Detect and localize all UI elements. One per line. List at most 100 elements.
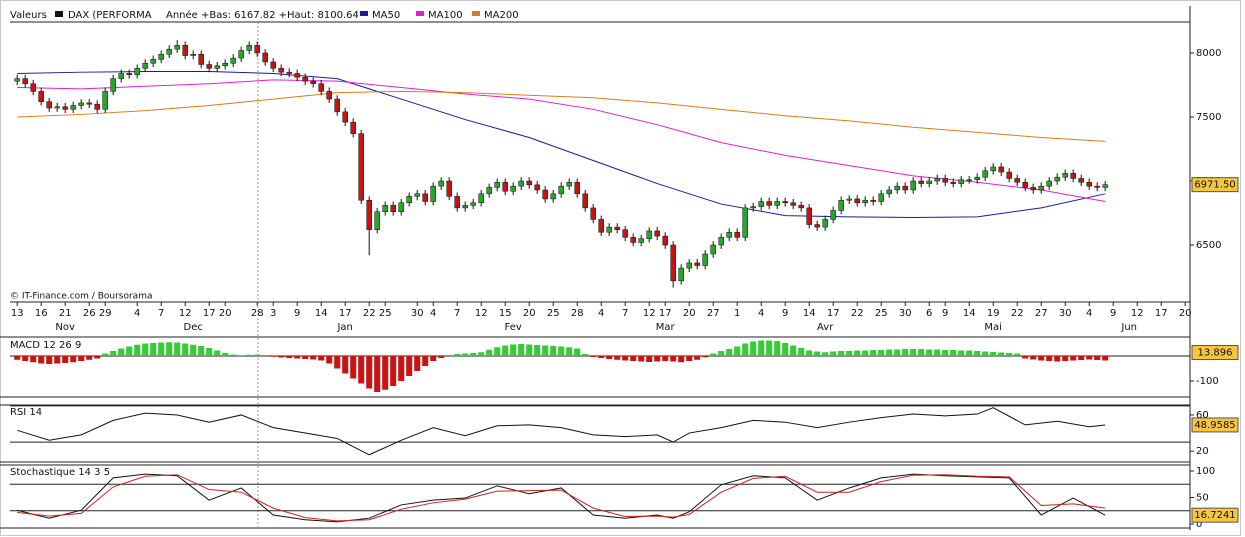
moving-average (17, 71, 1106, 219)
macd-bar (814, 351, 821, 356)
candle-body (846, 198, 852, 201)
candle-body (678, 267, 684, 282)
x-tick-label: 25 (379, 308, 392, 319)
macd-bar (822, 352, 829, 356)
month-label: Nov (55, 322, 75, 333)
macd-bar (806, 350, 813, 356)
x-tick-label: 13 (11, 308, 24, 319)
macd-bar (502, 345, 509, 356)
moving-average (17, 90, 1106, 142)
candle-body (910, 180, 916, 191)
x-tick-label: 4 (1086, 308, 1092, 319)
macd-bar (398, 356, 405, 381)
month-label: Avr (817, 322, 834, 333)
candle-body (878, 193, 884, 202)
macd-bar (494, 347, 501, 356)
candle-body (926, 180, 932, 184)
candle-body (430, 185, 436, 202)
macd-bar (134, 344, 141, 356)
candle-body (758, 201, 764, 207)
candle-body (566, 182, 572, 187)
candle-body (1014, 178, 1020, 183)
candle-body (582, 193, 588, 209)
candle-body (150, 59, 156, 64)
macd-bar (342, 356, 349, 374)
macd-bar (22, 356, 29, 361)
candle-body (990, 166, 996, 172)
macd-bar (990, 352, 997, 356)
macd-bar (646, 356, 653, 362)
macd-bar (574, 348, 581, 356)
candle-body (246, 45, 252, 51)
candle-body (14, 78, 20, 82)
candle-body (670, 244, 676, 282)
macd-bar (406, 356, 413, 376)
candle-body (158, 54, 164, 60)
x-tick-label: 20 (219, 308, 232, 319)
candle-body (1006, 171, 1012, 179)
x-tick-label: 29 (99, 308, 112, 319)
macd-bar (606, 356, 613, 359)
x-tick-label: 7 (454, 308, 460, 319)
x-tick-label: 17 (827, 308, 840, 319)
candle-body (126, 73, 132, 75)
candle-body (622, 229, 628, 238)
candle-body (446, 180, 452, 197)
macd-bar (902, 349, 909, 356)
candle-body (838, 199, 844, 211)
candle-body (638, 238, 644, 243)
legend-label: Valeurs (10, 10, 47, 21)
candle-body (182, 45, 188, 56)
macd-bar (750, 341, 757, 356)
macd-bar (782, 343, 789, 356)
macd-bar (222, 353, 229, 356)
candle-body (118, 73, 124, 79)
macd-bar (910, 349, 917, 356)
value-label: 16.7241 (1194, 510, 1235, 521)
x-tick-label: 17 (203, 308, 216, 319)
macd-bar (550, 346, 557, 356)
x-tick-label: 4 (134, 308, 140, 319)
macd-bar (1086, 356, 1093, 360)
macd-bar (334, 356, 341, 369)
candle-body (486, 187, 492, 195)
macd-bar (462, 353, 469, 356)
macd-bar (214, 350, 221, 356)
macd-bar (198, 346, 205, 356)
month-label: Jun (1120, 322, 1137, 333)
macd-bar (638, 356, 645, 362)
x-tick-label: 22 (363, 308, 376, 319)
macd-bar (662, 356, 669, 361)
candle-body (326, 91, 332, 100)
candle-body (510, 185, 516, 192)
x-tick-label: 12 (1131, 308, 1144, 319)
y-tick-label: 50 (1196, 493, 1209, 504)
candle-body (454, 196, 460, 209)
macd-bar (526, 344, 533, 356)
macd-bar (254, 354, 261, 356)
candle-body (1102, 184, 1108, 188)
legend-swatch (360, 11, 368, 16)
candle-body (22, 78, 28, 84)
legend-item: MA50 (372, 10, 400, 21)
candle-body (590, 207, 596, 220)
candle-body (478, 193, 484, 204)
candle-body (1038, 185, 1044, 191)
candle-body (350, 121, 356, 134)
x-tick-label: 12 (475, 308, 488, 319)
x-tick-label: 27 (707, 308, 720, 319)
candle-body (534, 184, 540, 191)
legend-item: MA100 (428, 10, 463, 21)
value-box (1191, 417, 1239, 433)
candle-body (366, 199, 372, 230)
x-tick-label: 9 (782, 308, 788, 319)
macd-bar (38, 356, 45, 364)
candle-body (526, 180, 532, 186)
candle-body (646, 230, 652, 239)
macd-bar (886, 349, 893, 356)
macd-bar (414, 356, 421, 371)
macd-bar (742, 343, 749, 356)
macd-bar (926, 349, 933, 356)
macd-bar (126, 346, 133, 356)
